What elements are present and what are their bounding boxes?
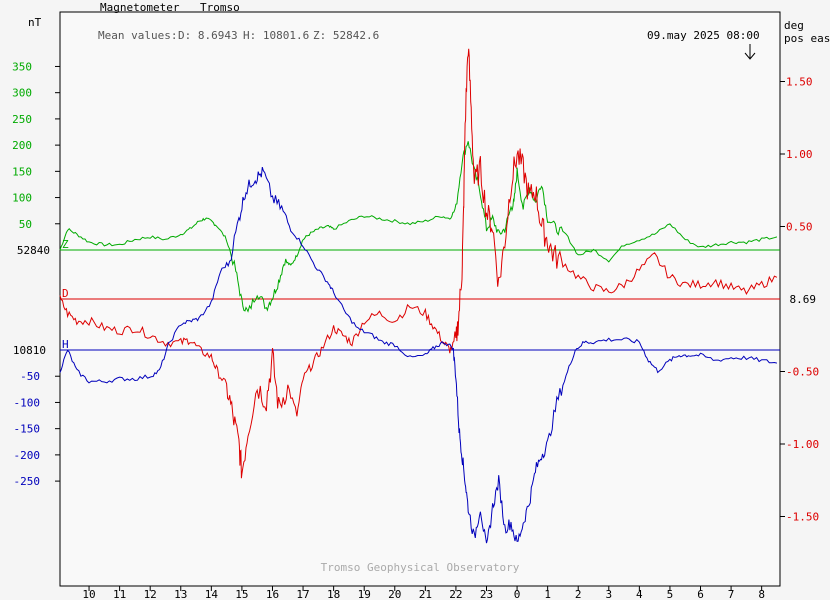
right-tick-label: 1.50 [786, 76, 813, 89]
x-tick-label: 2 [575, 588, 582, 600]
series-layer: Z D H [59, 48, 780, 544]
observatory-credit: Tromso Geophysical Observatory [321, 561, 520, 574]
instrument-label: Magnetometer [100, 1, 180, 14]
right-tick-label: 1.00 [786, 148, 813, 161]
mean-values-label: Mean values: [98, 29, 177, 42]
left-tick-label-z: 100 [12, 192, 32, 205]
right-unit-pos-east: pos east [784, 32, 830, 45]
x-tick-label: 23 [480, 588, 493, 600]
right-tick-label: 0.50 [786, 221, 813, 234]
left-tick-label-z: 200 [12, 139, 32, 152]
component-tag-z: Z [62, 238, 69, 251]
x-tick-label: 7 [728, 588, 735, 600]
left-tick-label-z: 50 [19, 218, 32, 231]
x-tick-label: 4 [636, 588, 643, 600]
component-tag-d: D [62, 287, 69, 300]
right-tick-label: -1.50 [786, 511, 819, 524]
x-tick-label: 16 [266, 588, 279, 600]
mean-z-value: Z: 52842.6 [313, 29, 379, 42]
right-tick-label: -1.00 [786, 438, 819, 451]
x-tick-label: 0 [514, 588, 521, 600]
left-tick-label-h: -100 [14, 396, 41, 409]
component-tag-h: H [62, 338, 69, 351]
series-h-line [59, 166, 778, 544]
left-tick-label-h: -200 [14, 449, 41, 462]
mean-h-value: H: 10801.6 [243, 29, 309, 42]
left-tick-label-h: -150 [14, 423, 41, 436]
x-tick-label: 6 [697, 588, 704, 600]
x-tick-label: 22 [449, 588, 462, 600]
x-tick-label: 18 [327, 588, 340, 600]
left-tick-label-h: -50 [20, 370, 40, 383]
series-d-line [59, 48, 778, 479]
left-tick-label-z: 150 [12, 165, 32, 178]
x-tick-label: 13 [174, 588, 187, 600]
series-z-line [59, 141, 778, 313]
mean-d-value: D: 8.6943 [178, 29, 238, 42]
down-arrow-icon [744, 44, 756, 60]
baseline-label-d: 8.69 [790, 293, 817, 306]
x-tick-label: 14 [205, 588, 219, 600]
x-tick-label: 12 [144, 588, 157, 600]
x-tick-label: 8 [758, 588, 765, 600]
left-tick-label-z: 250 [12, 113, 32, 126]
right-unit-deg: deg [784, 19, 804, 32]
x-tick-label: 3 [605, 588, 612, 600]
baseline-label-z: 52840 [17, 244, 50, 257]
x-tick-label: 21 [419, 588, 432, 600]
x-tick-label: 20 [388, 588, 401, 600]
x-tick-label: 11 [113, 588, 126, 600]
station-label: Tromso [200, 1, 240, 14]
x-tick-label: 15 [235, 588, 248, 600]
x-tick-label: 5 [667, 588, 674, 600]
x-tick-label: 19 [358, 588, 371, 600]
timestamp-label: 09.may 2025 08:00 [647, 29, 760, 42]
left-tick-label-z: 300 [12, 87, 32, 100]
left-unit-label: nT [28, 16, 42, 29]
baseline-label-h: 10810 [13, 344, 46, 357]
left-tick-label-h: -250 [14, 475, 41, 488]
axes-layer: 10 11 12 13 14 15 16 17 18 19 20 21 22 23 0 1 2 3 4 5 6 7 8501… [12, 60, 819, 600]
right-tick-label: -0.50 [786, 366, 819, 379]
left-tick-label-z: 350 [12, 60, 32, 73]
x-tick-label: 10 [82, 588, 95, 600]
x-tick-label: 17 [296, 588, 309, 600]
x-tick-label: 1 [544, 588, 551, 600]
